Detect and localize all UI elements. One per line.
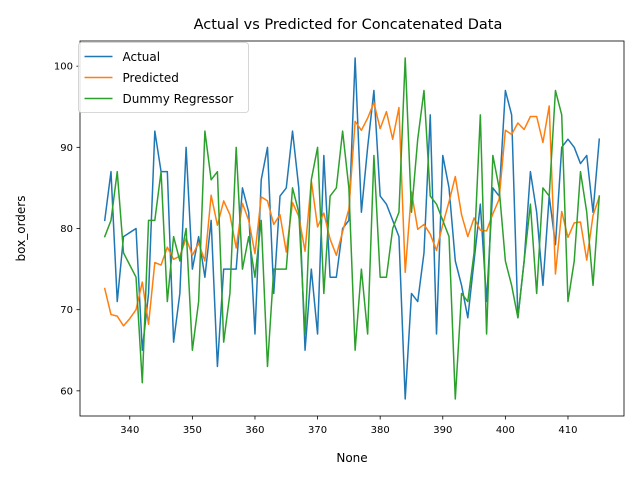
legend-label-predicted: Predicted [123, 71, 179, 85]
x-tick-label: 380 [371, 425, 390, 436]
legend: Actual Predicted Dummy Regressor [78, 42, 249, 113]
y-tick-label: 100 [54, 62, 73, 73]
x-axis-label: None [336, 451, 367, 465]
y-axis: 60 70 80 90 100 [54, 62, 80, 397]
x-tick-label: 360 [245, 425, 264, 436]
x-tick-label: 340 [120, 425, 139, 436]
plot-series [103, 57, 601, 400]
x-axis: 340 350 360 370 380 390 400 410 [120, 416, 578, 436]
y-tick-label: 90 [60, 143, 73, 154]
y-tick-label: 60 [60, 386, 73, 397]
x-tick-label: 370 [308, 425, 327, 436]
legend-label-dummy-regressor: Dummy Regressor [123, 92, 234, 106]
x-tick-label: 350 [183, 425, 202, 436]
series-line-actual [103, 57, 601, 400]
x-tick-label: 400 [496, 425, 515, 436]
series-line-dummy-regressor [103, 57, 601, 400]
y-axis-label: box_orders [14, 196, 28, 262]
x-tick-label: 390 [433, 425, 452, 436]
y-tick-label: 80 [60, 224, 73, 235]
x-tick-label: 410 [558, 425, 577, 436]
legend-box [78, 42, 249, 113]
legend-label-actual: Actual [123, 50, 161, 64]
y-tick-label: 70 [60, 305, 73, 316]
chart-title: Actual vs Predicted for Concatenated Dat… [194, 17, 503, 33]
